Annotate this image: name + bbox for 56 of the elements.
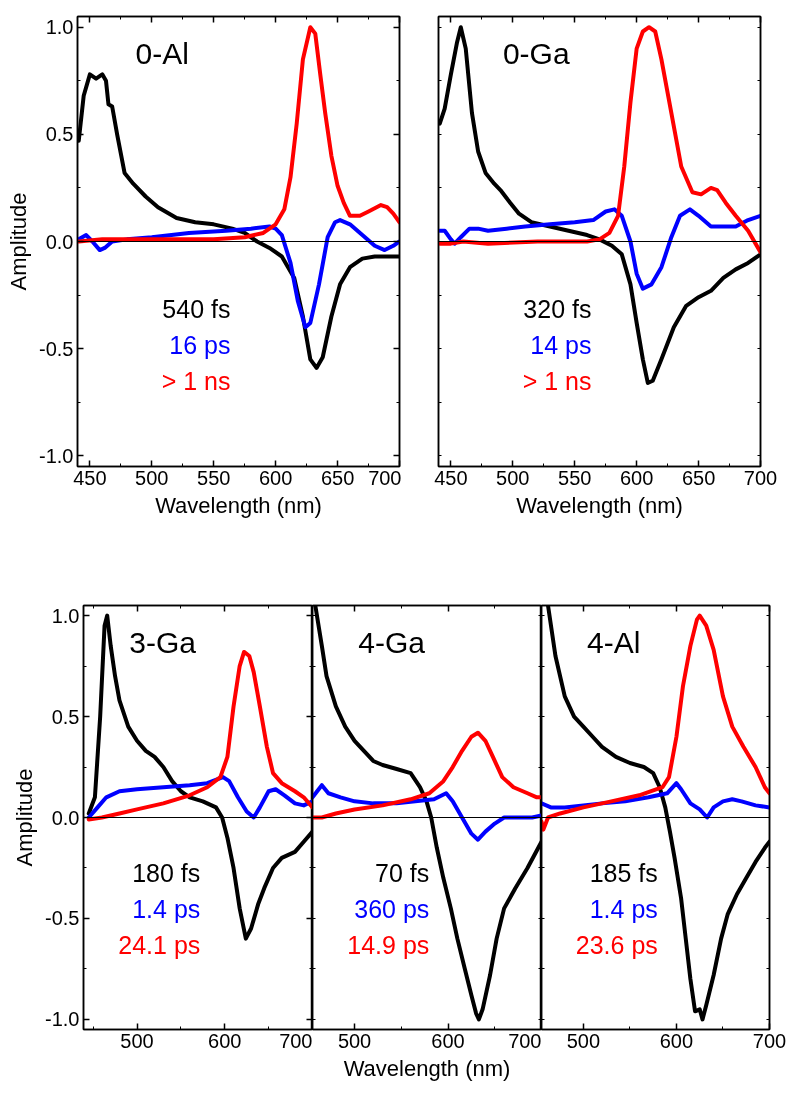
- x-tick-label: 650: [320, 466, 355, 489]
- x-tick-label: 500: [496, 466, 530, 489]
- x-tick-label: 700: [752, 1029, 787, 1052]
- x-tick-label: 700: [279, 1029, 313, 1052]
- x-tick-label: 600: [208, 1029, 242, 1052]
- x-tick-label: 500: [566, 1029, 601, 1052]
- x-axis-title: Wavelength (nm): [155, 492, 322, 518]
- x-tick-label: 600: [258, 466, 293, 489]
- x-tick-label: 700: [368, 466, 402, 489]
- series-label: 70 fs: [375, 858, 430, 887]
- x-tick-label: 450: [73, 466, 107, 489]
- x-tick-label: 700: [743, 466, 778, 489]
- text: 0-Ga: [502, 36, 570, 70]
- text: 1.4 ps: [132, 894, 201, 923]
- x-tick-label: 500: [135, 466, 169, 489]
- text: > 1 ns: [522, 367, 592, 395]
- y-tick-label: -1.0: [39, 444, 74, 467]
- y-tick-label: 0.5: [51, 705, 80, 728]
- y-tick-label: 0.0: [45, 230, 74, 253]
- text: 4-Ga: [358, 625, 426, 659]
- x-tick-label: 600: [431, 1029, 465, 1052]
- text: 0-Al: [135, 36, 189, 70]
- text: 14.9 ps: [347, 930, 430, 959]
- x-tick-label: 600: [619, 466, 654, 489]
- y-axis-title: Amplitude: [12, 768, 38, 867]
- x-tick-label: 700: [508, 1029, 542, 1052]
- text: 16 ps: [169, 331, 231, 359]
- y-axis-title: Amplitude: [6, 192, 32, 291]
- series-label: 185 fs: [589, 858, 658, 887]
- y-tick-label: 0.0: [51, 806, 80, 829]
- text: 4-Al: [587, 625, 641, 659]
- x-tick-label: 600: [659, 1029, 694, 1052]
- x-tick-label: 650: [681, 466, 716, 489]
- x-tick-label: 500: [120, 1029, 154, 1052]
- y-tick-label: -0.5: [45, 907, 80, 930]
- y-tick-label: 0.5: [45, 123, 74, 146]
- text: 23.6 ps: [575, 930, 658, 959]
- x-axis-title: Wavelength (nm): [516, 492, 683, 518]
- text: > 1 ns: [161, 367, 231, 395]
- text: 3-Ga: [129, 625, 197, 659]
- text: 1.4 ps: [589, 894, 658, 923]
- x-tick-label: 550: [197, 466, 231, 489]
- x-tick-label: 500: [337, 1029, 372, 1052]
- series-label: 180 fs: [132, 858, 201, 887]
- y-tick-label: -1.0: [45, 1008, 80, 1031]
- x-axis-title: Wavelength (nm): [343, 1055, 511, 1081]
- x-tick-label: 450: [434, 466, 468, 489]
- y-tick-label: 1.0: [51, 604, 80, 627]
- y-tick-label: 1.0: [45, 16, 74, 39]
- text: 14 ps: [530, 331, 592, 359]
- text: 540 fs: [162, 295, 231, 323]
- text: 360 ps: [354, 894, 430, 923]
- series-label: 320 fs: [523, 295, 592, 323]
- y-tick-label: -0.5: [39, 337, 74, 360]
- x-tick-label: 550: [558, 466, 592, 489]
- text: 24.1 ps: [118, 930, 201, 959]
